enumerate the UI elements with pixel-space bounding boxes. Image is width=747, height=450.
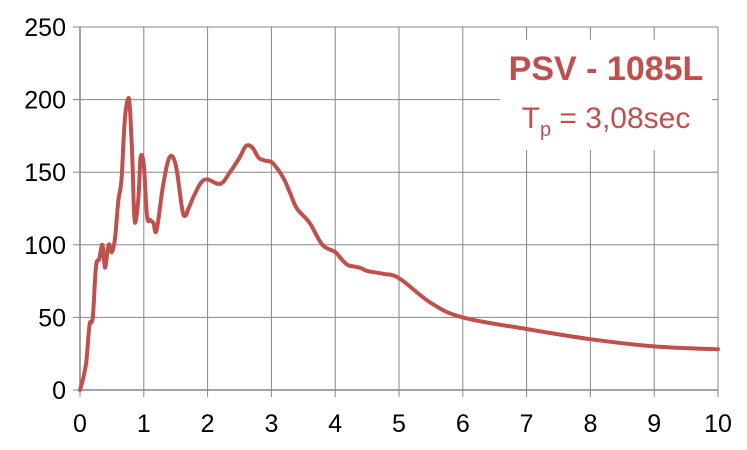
grid [73, 26, 719, 397]
period-subscript: p [540, 119, 551, 141]
annotation-period: Tp = 3,08sec [522, 102, 691, 141]
y-tick-label: 0 [52, 377, 66, 405]
x-tick-label: 3 [264, 410, 278, 438]
x-tick-label: 0 [73, 410, 87, 438]
y-tick-label: 50 [38, 304, 66, 332]
y-tick-label: 100 [24, 232, 66, 260]
annotation-background [500, 40, 712, 150]
x-tick-label: 4 [328, 410, 342, 438]
x-axis-tick-labels: 0 1 2 3 4 5 6 7 8 9 10 [73, 410, 732, 438]
y-axis-tick-labels: 0 50 100 150 200 250 [24, 14, 66, 405]
y-tick-label: 150 [24, 159, 66, 187]
period-symbol: T [522, 102, 540, 135]
y-tick-label: 200 [24, 87, 66, 115]
x-tick-label: 9 [647, 410, 661, 438]
x-tick-label: 1 [137, 410, 151, 438]
annotation: PSV - 1085L Tp = 3,08sec [500, 40, 712, 150]
y-tick-label: 250 [24, 14, 66, 42]
x-tick-label: 6 [456, 410, 470, 438]
series-line [78, 95, 720, 392]
x-tick-label: 10 [704, 410, 732, 438]
x-tick-label: 7 [520, 410, 534, 438]
x-tick-label: 8 [583, 410, 597, 438]
x-tick-label: 5 [392, 410, 406, 438]
annotation-title: PSV - 1085L [509, 50, 704, 88]
x-tick-label: 2 [201, 410, 215, 438]
period-value: = 3,08sec [551, 102, 690, 135]
